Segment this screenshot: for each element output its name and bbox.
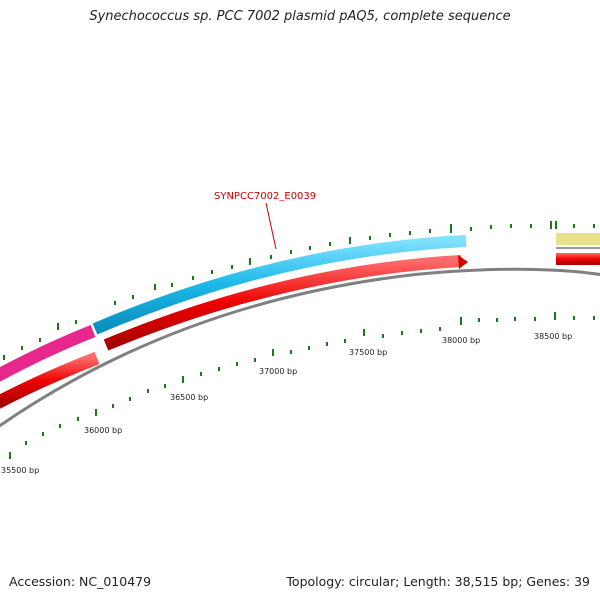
bp-label: 38500 bp bbox=[534, 332, 572, 341]
bp-label: 35500 bp bbox=[1, 466, 39, 475]
yellow-feature[interactable] bbox=[556, 233, 600, 245]
reverse-cds-feature[interactable] bbox=[103, 255, 462, 351]
accession-text: Accession: NC_010479 bbox=[9, 574, 152, 589]
pink-feature[interactable] bbox=[0, 324, 96, 382]
bp-label: 38000 bp bbox=[442, 336, 480, 345]
topology-info: Topology: circular; Length: 38,515 bp; G… bbox=[286, 574, 590, 589]
bp-label: 37000 bp bbox=[259, 367, 297, 376]
map-title: Synechococcus sp. PCC 7002 plasmid pAQ5,… bbox=[89, 9, 511, 24]
bp-label: 36500 bp bbox=[170, 393, 208, 402]
reverse-cds-feature[interactable] bbox=[556, 253, 600, 265]
inner-tick-marks bbox=[9, 312, 595, 459]
reverse-cds-feature[interactable] bbox=[0, 351, 100, 409]
gene-label-leader bbox=[265, 202, 277, 250]
plasmid-backbone bbox=[0, 267, 600, 428]
forward-cds-feature[interactable] bbox=[92, 235, 467, 335]
gene-label[interactable]: SYNPCC7002_E0039 bbox=[214, 191, 316, 202]
outer-tick-marks bbox=[3, 221, 595, 360]
bp-label: 37500 bp bbox=[349, 348, 387, 357]
bp-label: 36000 bp bbox=[84, 426, 122, 435]
reverse-cds-arrowhead bbox=[458, 255, 468, 269]
